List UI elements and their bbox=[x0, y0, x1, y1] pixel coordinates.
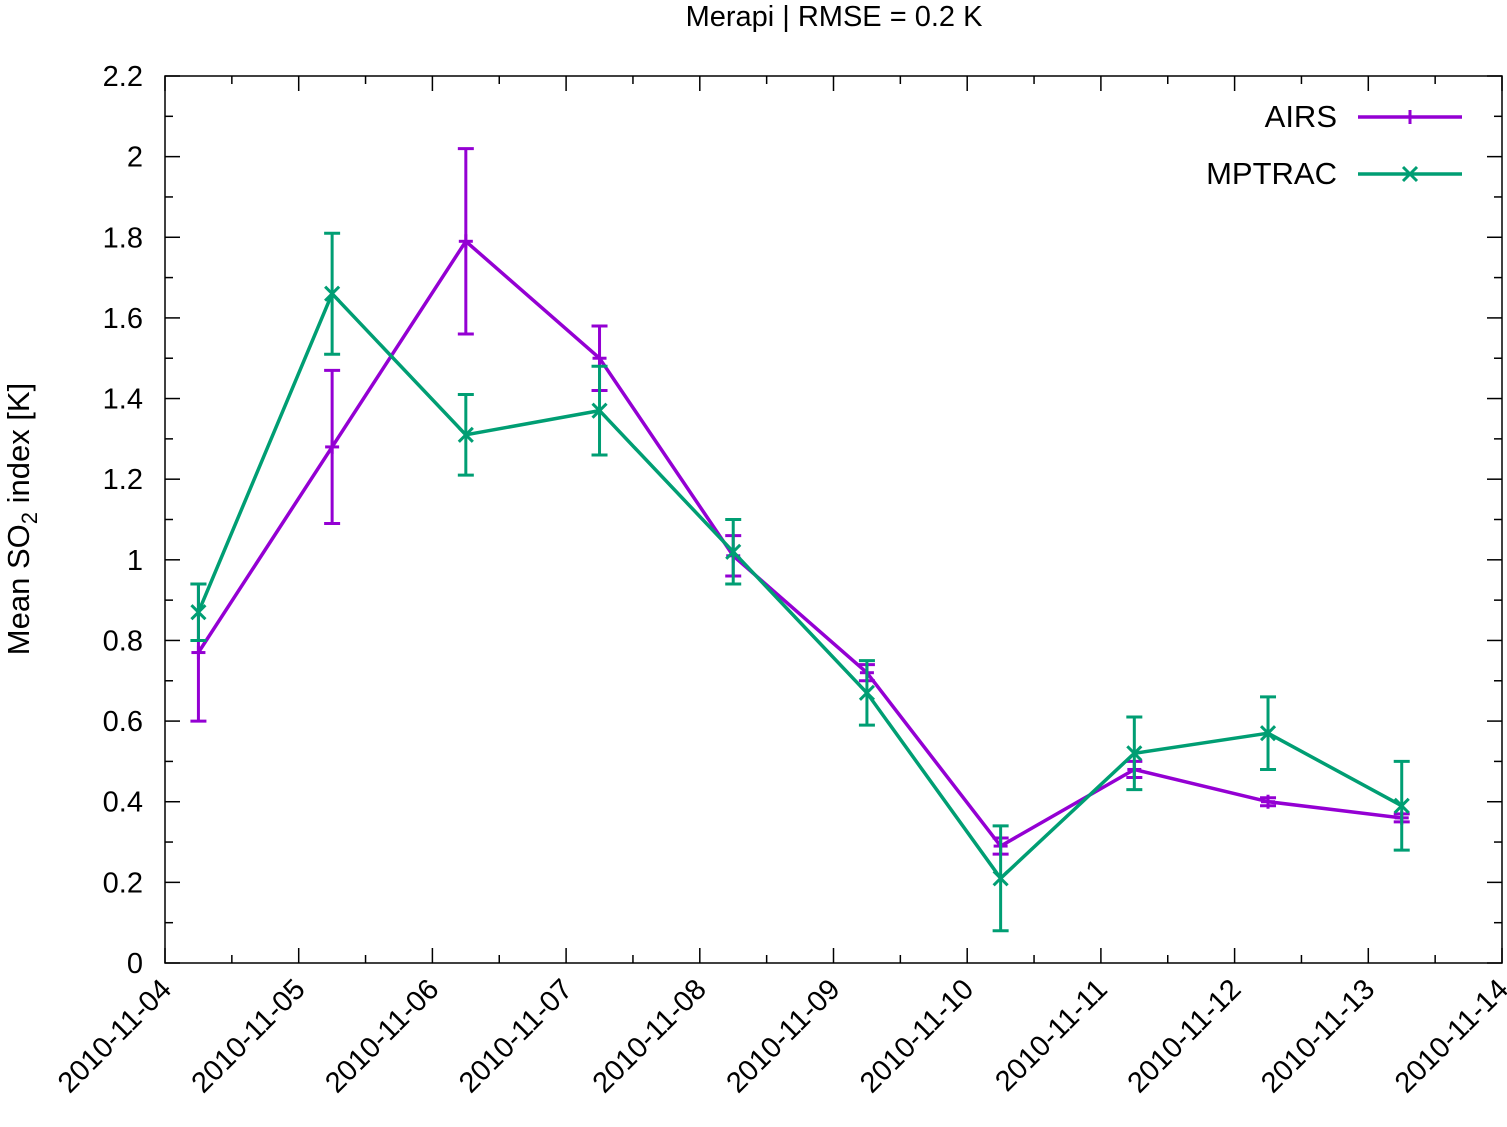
series-line-mptrac bbox=[196, 291, 1403, 881]
marker-d2 bbox=[591, 402, 608, 419]
series-layer bbox=[190, 147, 1410, 933]
y-tick-label: 0.2 bbox=[103, 867, 143, 899]
y-tick-label: 2.2 bbox=[103, 61, 143, 93]
legend-marker-mptrac bbox=[1401, 165, 1419, 183]
x-tick-label: 2010-11-05 bbox=[186, 973, 312, 1099]
marker-d2 bbox=[1259, 725, 1277, 742]
y-tick-label: 1.4 bbox=[103, 384, 143, 416]
y-tick-label: 0.6 bbox=[103, 706, 143, 738]
marker-d2 bbox=[1126, 745, 1143, 762]
data-point-airs bbox=[592, 351, 607, 366]
legend-label-airs: AIRS bbox=[1265, 99, 1337, 134]
x-tick-label: 2010-11-06 bbox=[319, 973, 445, 1099]
legend-item-airs: AIRS bbox=[1265, 99, 1462, 134]
x-tick-label: 2010-11-07 bbox=[453, 973, 579, 1099]
data-point-mptrac bbox=[457, 426, 474, 443]
data-point-mptrac bbox=[858, 684, 875, 701]
data-point-mptrac bbox=[725, 543, 742, 560]
x-tick-label: 2010-11-09 bbox=[720, 973, 846, 1099]
data-point-mptrac bbox=[992, 870, 1009, 887]
marker-d2 bbox=[457, 426, 474, 443]
x-tick-label: 2010-11-13 bbox=[1255, 973, 1381, 1099]
legend: AIRS MPTRAC bbox=[1206, 99, 1462, 191]
y-axis-label-prefix: Mean SO bbox=[1, 524, 36, 655]
y-axis-label-subscript: 2 bbox=[17, 512, 42, 524]
series-airs bbox=[190, 147, 1410, 856]
data-point-mptrac bbox=[1393, 797, 1410, 814]
y-tick-label: 1.2 bbox=[103, 464, 143, 496]
data-point-airs bbox=[1261, 794, 1276, 809]
x-tick-label: 2010-11-04 bbox=[52, 973, 178, 1099]
data-point-airs bbox=[458, 234, 473, 249]
legend-item-mptrac: MPTRAC bbox=[1206, 156, 1462, 191]
y-tick-label: 1.6 bbox=[103, 303, 143, 335]
axes-layer: 0 0.2 0.4 0.6 0.8 1 1.2 1.4 1.6 1.8 2 2.2 2010-11-04… bbox=[52, 61, 1507, 1099]
marker-d2 bbox=[1393, 797, 1410, 814]
legend-marker-airs bbox=[1403, 110, 1417, 124]
marker-d2 bbox=[190, 604, 207, 621]
marker-d2 bbox=[858, 684, 875, 701]
x-tick-label: 2010-11-10 bbox=[854, 973, 980, 1099]
y-tick-label: 0 bbox=[127, 948, 143, 980]
y-tick-label: 0.4 bbox=[103, 787, 143, 819]
series-mptrac bbox=[190, 231, 1410, 933]
marker-d2 bbox=[725, 543, 742, 560]
data-point-airs bbox=[191, 645, 206, 660]
x-tick-label: 2010-11-08 bbox=[587, 973, 713, 1099]
y-axis-label: Mean SO2 index [K] bbox=[1, 383, 42, 655]
plot-frame bbox=[164, 75, 1503, 964]
data-point-mptrac bbox=[324, 285, 341, 302]
y-tick-label: 0.8 bbox=[103, 625, 143, 657]
y-tick-label: 1.8 bbox=[103, 222, 143, 254]
marker-d2 bbox=[324, 285, 341, 302]
marker-d2 bbox=[1401, 165, 1419, 183]
data-point-mptrac bbox=[1259, 725, 1277, 742]
series-line-airs bbox=[196, 239, 1402, 848]
data-point-airs bbox=[325, 439, 340, 454]
x-tick-label: 2010-11-11 bbox=[989, 973, 1113, 1097]
legend-label-mptrac: MPTRAC bbox=[1206, 156, 1337, 191]
y-axis-label-suffix: index [K] bbox=[1, 383, 36, 512]
x-tick-label: 2010-11-12 bbox=[1122, 973, 1248, 1099]
chart-title: Merapi | RMSE = 0.2 K bbox=[686, 1, 983, 33]
y-tick-label: 2 bbox=[127, 142, 143, 174]
y-tick-label: 1 bbox=[127, 545, 143, 577]
data-point-mptrac bbox=[591, 402, 608, 419]
data-point-mptrac bbox=[190, 604, 207, 621]
data-point-mptrac bbox=[1126, 745, 1143, 762]
x-tick-label: 2010-11-14 bbox=[1389, 973, 1507, 1099]
marker-d2 bbox=[992, 870, 1009, 887]
